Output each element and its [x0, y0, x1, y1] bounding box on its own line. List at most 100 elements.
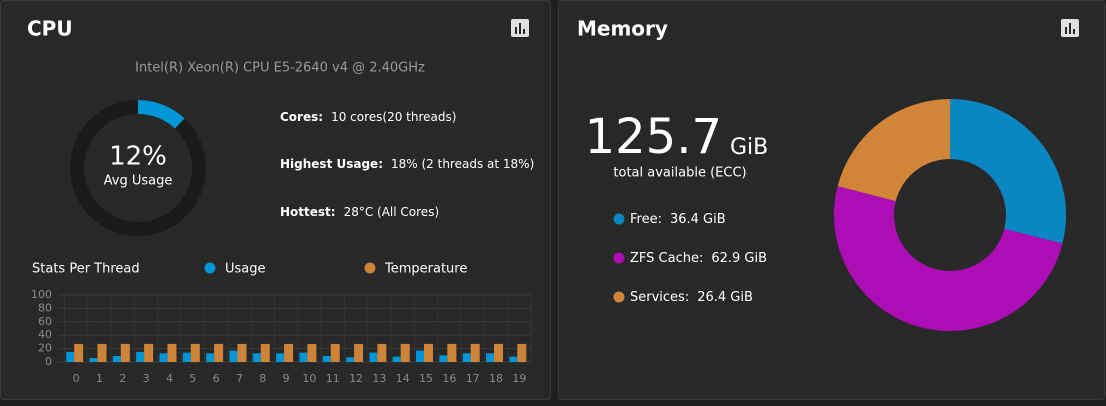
x-tick-label: 16: [442, 372, 456, 385]
legend-value: 62.9 GiB: [711, 251, 767, 266]
legend-dot: [613, 291, 625, 303]
bar: [447, 343, 457, 362]
bar: [494, 343, 504, 362]
bar: [369, 352, 378, 362]
y-tick-label: 40: [38, 328, 52, 341]
donut-slice: [833, 186, 1063, 332]
bar: [214, 343, 224, 362]
legend-item: Services: 26.4 GiB: [630, 290, 753, 305]
y-tick-label: 100: [31, 288, 52, 301]
bar: [229, 350, 238, 362]
donut-slice: [837, 99, 950, 202]
bar: [252, 353, 261, 362]
memory-total-label: total available (ECC): [613, 166, 746, 181]
bar: [66, 351, 75, 362]
stat-value: 28°C (All Cores): [344, 205, 440, 219]
legend-value: 26.4 GiB: [697, 290, 753, 305]
stat-hottest: Hottest: 28°C (All Cores): [280, 205, 439, 219]
stat-cores: Cores: 10 cores(20 threads): [280, 110, 456, 124]
bar: [237, 343, 247, 362]
bar: [182, 352, 191, 362]
x-tick-label: 17: [466, 372, 480, 385]
x-tick-label: 8: [259, 372, 266, 385]
bar: [74, 343, 84, 362]
legend-label: Services:: [630, 290, 689, 305]
x-tick-label: 1: [96, 372, 103, 385]
bar: [159, 353, 168, 362]
bar: [284, 343, 294, 362]
stat-label: Highest Usage:: [280, 157, 383, 171]
bar: [439, 355, 448, 362]
legend-label: Temperature: [384, 262, 467, 277]
stat-label: Cores:: [280, 110, 323, 124]
bar: [377, 343, 387, 362]
x-tick-label: 11: [326, 372, 340, 385]
memory-unit: GiB: [730, 135, 768, 160]
x-tick-label: 14: [396, 372, 410, 385]
x-tick-label: 4: [166, 372, 173, 385]
y-tick-label: 80: [38, 301, 52, 314]
bar: [509, 356, 518, 362]
legend-item: Free: 36.4 GiB: [630, 212, 726, 227]
bar: [424, 343, 434, 362]
x-tick-label: 15: [419, 372, 433, 385]
x-tick-label: 3: [143, 372, 150, 385]
legend-label: Free:: [630, 212, 662, 227]
bar: [307, 343, 317, 362]
memory-total: 125.7: [585, 109, 722, 165]
bar: [346, 357, 355, 362]
stat-usage: Highest Usage: 18% (2 threads at 18%): [280, 157, 534, 171]
legend-item: ZFS Cache: 62.9 GiB: [630, 251, 767, 266]
bar: [299, 352, 308, 362]
bar: [276, 353, 285, 362]
x-tick-label: 7: [236, 372, 243, 385]
x-tick-label: 19: [512, 372, 526, 385]
x-tick-label: 6: [213, 372, 220, 385]
y-tick-label: 0: [45, 355, 52, 368]
legend-dot: [364, 262, 376, 274]
x-tick-label: 10: [302, 372, 316, 385]
bar: [136, 351, 145, 362]
gauge-label: Avg Usage: [104, 174, 173, 189]
bar: [470, 343, 480, 362]
bar: [354, 343, 364, 362]
gauge-value: 12%: [109, 142, 167, 172]
bar: [330, 343, 340, 362]
donut-slice: [950, 99, 1066, 244]
cpu-model: Intel(R) Xeon(R) CPU E5-2640 v4 @ 2.40GH…: [135, 61, 425, 76]
bar: [416, 350, 425, 362]
bar: [400, 343, 410, 362]
bar: [392, 356, 401, 362]
cpu-report-icon[interactable]: [511, 19, 529, 37]
x-tick-label: 13: [372, 372, 386, 385]
bar: [517, 343, 527, 362]
legend-dot: [204, 262, 216, 274]
memory-title: Memory: [577, 17, 668, 41]
bar: [462, 353, 471, 362]
x-tick-label: 9: [283, 372, 290, 385]
bar: [167, 343, 177, 362]
x-tick-label: 5: [189, 372, 196, 385]
bar: [112, 355, 121, 362]
bar: [260, 343, 270, 362]
bar: [144, 343, 154, 362]
x-tick-label: 18: [489, 372, 503, 385]
bar: [486, 353, 495, 362]
memory-report-icon[interactable]: [1061, 19, 1079, 37]
y-tick-label: 20: [38, 342, 52, 355]
legend-dot: [613, 213, 625, 225]
legend-dot: [613, 252, 625, 264]
bar: [97, 343, 107, 362]
x-tick-label: 2: [119, 372, 126, 385]
legend-label: Usage: [225, 262, 266, 277]
x-tick-label: 12: [349, 372, 363, 385]
legend-label: ZFS Cache:: [630, 251, 703, 266]
bar: [322, 355, 331, 362]
stat-value: 18% (2 threads at 18%): [391, 157, 534, 171]
y-tick-label: 60: [38, 315, 52, 328]
stat-value: 10 cores(20 threads): [331, 110, 456, 124]
cpu-title: CPU: [27, 17, 73, 41]
bar: [89, 357, 98, 362]
